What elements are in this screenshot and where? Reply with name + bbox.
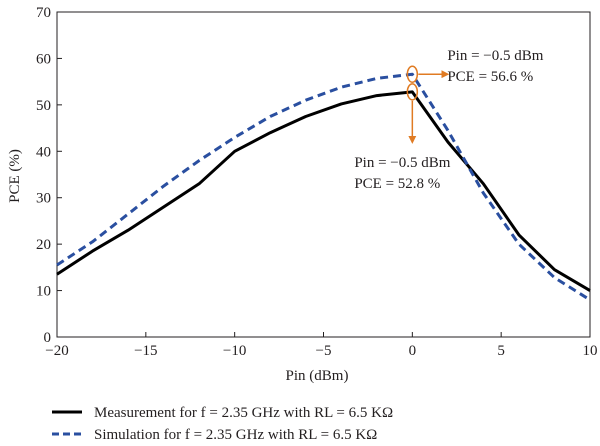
y-tick-label: 20 — [36, 237, 51, 253]
annotation-label: Pin = −0.5 dBm — [354, 155, 450, 171]
legend-label-measurement: Measurement for f = 2.35 GHz with RL = 6… — [94, 405, 393, 421]
x-axis: −20 −15 −10 −5 0 5 10 — [45, 332, 598, 359]
x-tick-label: −10 — [223, 343, 246, 359]
y-tick-label: 50 — [36, 98, 51, 114]
y-tick-label: 60 — [36, 51, 51, 67]
legend: Measurement for f = 2.35 GHz with RL = 6… — [52, 405, 393, 443]
legend-label-simulation: Simulation for f = 2.35 GHz with RL = 6.… — [94, 427, 377, 443]
annotation-layer: Pin = −0.5 dBm PCE = 56.6 % Pin = −0.5 dBm… — [354, 48, 543, 192]
y-tick-label: 30 — [36, 191, 51, 207]
series-layer — [56, 72, 591, 302]
annotation-label: Pin = −0.5 dBm — [447, 48, 543, 64]
y-tick-label: 70 — [36, 5, 51, 21]
annotation-marker — [406, 83, 419, 101]
y-tick-label: 0 — [44, 330, 52, 346]
y-tick-label: 40 — [36, 144, 51, 160]
x-tick-label: −15 — [134, 343, 157, 359]
annotation-label: PCE = 56.6 % — [447, 69, 533, 85]
series-line-simulation — [56, 72, 591, 302]
x-tick-label: 10 — [583, 343, 598, 359]
y-axis-title: PCE (%) — [7, 149, 23, 203]
x-tick-label: 5 — [497, 343, 505, 359]
annotation-label: PCE = 52.8 % — [354, 176, 440, 192]
x-tick-label: −5 — [316, 343, 332, 359]
x-axis-title: Pin (dBm) — [286, 368, 349, 384]
annotation-marker — [406, 65, 419, 83]
y-tick-label: 10 — [36, 284, 51, 300]
x-tick-label: −20 — [45, 343, 68, 359]
x-tick-label: 0 — [409, 343, 417, 359]
series-line-measurement — [56, 90, 591, 292]
y-axis: 0 10 20 30 40 50 60 70 — [36, 5, 62, 346]
